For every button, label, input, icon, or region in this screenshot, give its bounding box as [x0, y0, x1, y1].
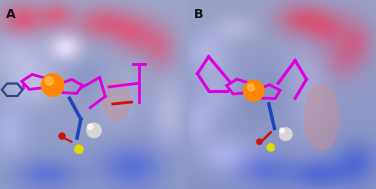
- Circle shape: [256, 139, 262, 145]
- Text: B: B: [194, 8, 203, 21]
- Circle shape: [280, 128, 284, 133]
- Circle shape: [244, 80, 264, 101]
- Text: A: A: [6, 8, 15, 21]
- Circle shape: [88, 124, 93, 129]
- Circle shape: [41, 74, 64, 96]
- Circle shape: [279, 128, 293, 141]
- Circle shape: [86, 123, 102, 138]
- Ellipse shape: [305, 84, 338, 150]
- Circle shape: [59, 133, 65, 139]
- Circle shape: [45, 77, 53, 85]
- Circle shape: [74, 145, 83, 154]
- Ellipse shape: [103, 79, 130, 121]
- Circle shape: [267, 143, 274, 151]
- Circle shape: [247, 84, 254, 91]
